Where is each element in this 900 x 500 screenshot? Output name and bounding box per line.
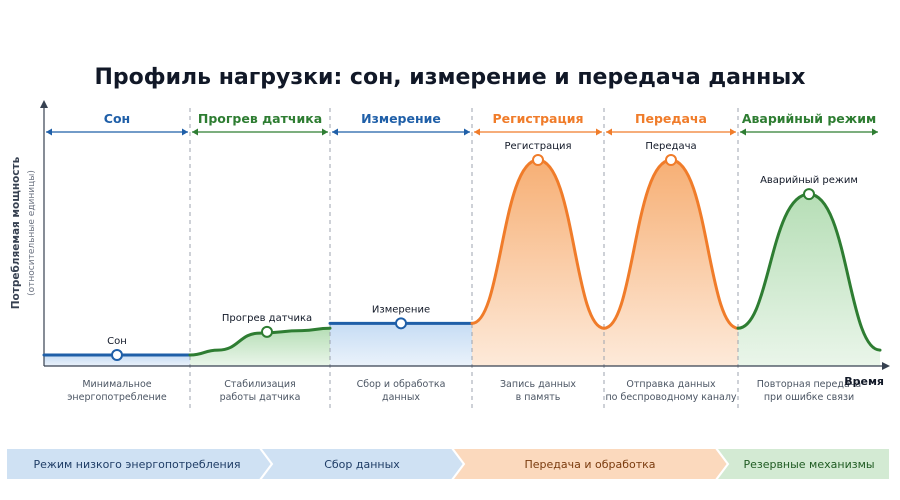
area-fill-4: [472, 160, 604, 366]
phase-description-line: Минимальное: [82, 379, 151, 390]
band-label: Режим низкого энергопотребления: [34, 458, 241, 471]
phase-header-label: Сон: [104, 111, 130, 126]
point-label: Сон: [107, 336, 127, 347]
arrow-left-icon: [46, 128, 52, 136]
bottom-band: Сбор данных: [258, 447, 466, 481]
point-marker: [395, 317, 407, 330]
arrow-right-icon: [322, 128, 328, 136]
arrow-right-icon: [182, 128, 188, 136]
chart-title: Профиль нагрузки: сон, измерение и перед…: [95, 65, 806, 90]
point-marker: [111, 349, 123, 361]
area-fills: [44, 160, 880, 366]
point-label: Передача: [645, 141, 696, 152]
point-label: Измерение: [372, 304, 430, 315]
phase-description-line: по беспроводному каналу: [605, 392, 736, 403]
phase-description-line: Отправка данных: [626, 379, 716, 390]
phase-header-label: Передача: [635, 111, 707, 126]
phase-description-line: энергопотребление: [67, 392, 167, 403]
phase-description-line: при ошибке связи: [764, 392, 854, 403]
phase-header-label: Регистрация: [492, 111, 583, 126]
point-marker: [803, 188, 815, 201]
arrow-left-icon: [474, 128, 480, 136]
phase-group: Измерение Измерение Сбор и обработка данных: [332, 111, 470, 403]
bottom-band: Передача и обработка: [450, 447, 730, 481]
phase-group: Регистрация Регистрация Запись данных в пам…: [474, 111, 602, 403]
phase-header-label: Прогрев датчика: [198, 111, 322, 126]
point-marker: [665, 154, 677, 166]
phase-dividers: [189, 108, 739, 412]
phase-group: Передача Передача Отправка данных по беспро…: [605, 111, 736, 403]
y-axis-arrow: [40, 100, 48, 108]
point-marker: [261, 325, 273, 338]
point-label: Регистрация: [504, 141, 571, 152]
phase-description-line: в память: [516, 392, 561, 403]
area-fill-6: [738, 194, 880, 366]
arrow-right-icon: [730, 128, 736, 136]
arrow-left-icon: [192, 128, 198, 136]
area-fill-3: [330, 323, 472, 366]
phase-description-line: данных: [382, 392, 420, 403]
phase-description-line: работы датчика: [220, 392, 301, 403]
y-axis-sublabel: (относительные единицы): [27, 170, 37, 296]
point-marker: [532, 154, 544, 166]
phase-description-line: Повторная передача: [757, 379, 861, 390]
phase-group: Прогрев датчика Прогрев датчика Стабилизац…: [192, 111, 328, 403]
arrow-left-icon: [332, 128, 338, 136]
arrow-right-icon: [872, 128, 878, 136]
axes: [40, 100, 890, 370]
phase-description-line: Запись данных: [500, 379, 576, 390]
bottom-band: Резервные механизмы: [714, 447, 891, 481]
x-axis-label: Время: [844, 375, 884, 388]
phase-description-line: Сбор и обработка: [357, 379, 446, 390]
band-chevron: [714, 447, 891, 481]
x-axis-arrow: [882, 362, 890, 370]
phase-group: Сон Сон Минимальное энергопотребление: [46, 111, 188, 403]
arrow-left-icon: [740, 128, 746, 136]
point-label: Прогрев датчика: [222, 313, 312, 324]
band-label: Резервные механизмы: [743, 458, 874, 471]
point-label: Аварийный режим: [760, 175, 858, 186]
bottom-bands: Режим низкого энергопотребления Сбор данн…: [5, 447, 891, 481]
arrow-left-icon: [606, 128, 612, 136]
phase-group: Аварийный режим Аварийный режим Повторная …: [740, 111, 878, 403]
band-label: Передача и обработка: [524, 458, 655, 471]
band-label: Сбор данных: [324, 458, 400, 471]
bottom-band: Режим низкого энергопотребления: [5, 447, 274, 481]
curve-segment-2: [188, 326, 332, 357]
phase-header-label: Измерение: [361, 111, 441, 126]
arrow-right-icon: [464, 128, 470, 136]
y-axis-label: Потребляемая мощность: [10, 156, 22, 309]
phase-header-label: Аварийный режим: [742, 111, 876, 126]
arrow-right-icon: [596, 128, 602, 136]
phase-description-line: Стабилизация: [224, 379, 296, 390]
area-fill-5: [604, 160, 738, 366]
area-fill-2: [190, 328, 330, 366]
phase-labels: Сон Сон Минимальное энергопотребление Прогре…: [46, 111, 878, 403]
